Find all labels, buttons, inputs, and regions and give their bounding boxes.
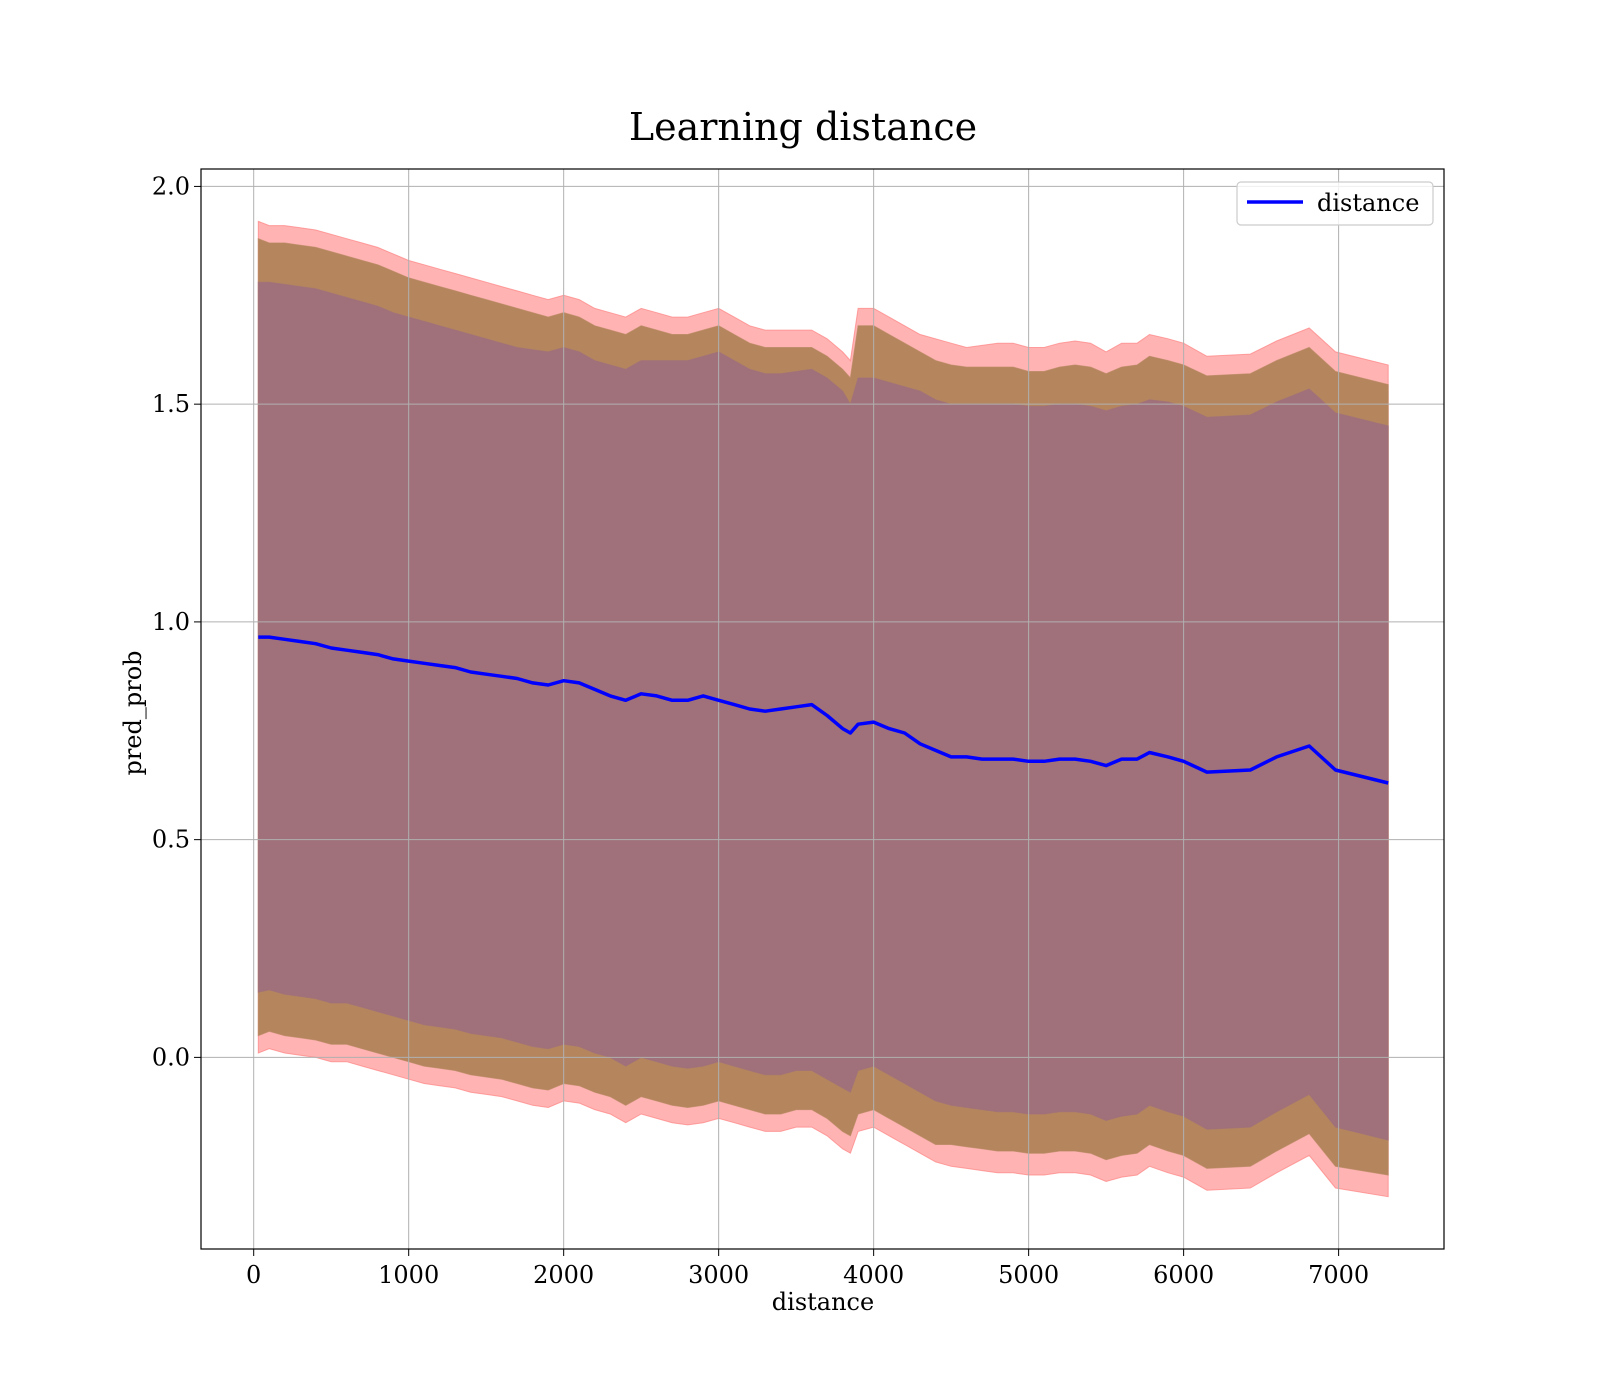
x-axis-label: distance (772, 1288, 874, 1316)
legend-frame (1236, 181, 1434, 226)
y-tick-label: 1.5 (152, 390, 190, 418)
x-tick-label: 5000 (998, 1261, 1059, 1289)
y-tick-label: 0.0 (152, 1043, 190, 1071)
y-tick-label: 0.5 (152, 826, 190, 854)
y-axis-label: pred_prob (119, 650, 147, 775)
legend: distance (1236, 181, 1434, 226)
chart-title: Learning distance (629, 105, 977, 149)
x-tick-label: 6000 (1153, 1261, 1214, 1289)
series-line-distance (258, 635, 1389, 785)
x-tick-label: 7000 (1308, 1261, 1369, 1289)
y-tick-label: 2.0 (152, 172, 190, 200)
x-tick-label: 4000 (843, 1261, 904, 1289)
x-tick-label: 0 (246, 1261, 261, 1289)
x-tick-label: 1000 (378, 1261, 439, 1289)
plot-frame (200, 168, 1445, 1250)
x-tick-label: 2000 (533, 1261, 594, 1289)
y-tick-label: 1.0 (152, 608, 190, 636)
plot-area: 0 1000 2000 3000 4000 5000 6000 7000 0.0 0.5 1.0 1.… (152, 168, 1445, 1289)
legend-entry-label: distance (1317, 189, 1419, 217)
x-tick-label: 3000 (688, 1261, 749, 1289)
